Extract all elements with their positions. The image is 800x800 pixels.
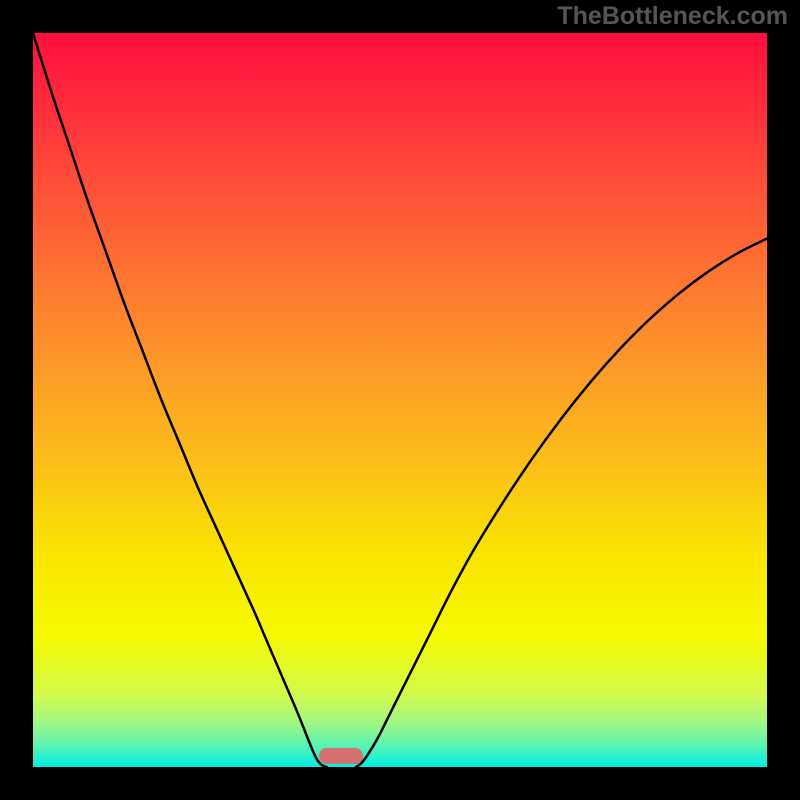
chart-curves (33, 33, 767, 767)
left-curve (33, 33, 327, 767)
bottleneck-marker (319, 748, 363, 764)
right-curve (356, 239, 767, 767)
bottleneck-chart (33, 33, 767, 767)
watermark-text: TheBottleneck.com (557, 2, 788, 31)
